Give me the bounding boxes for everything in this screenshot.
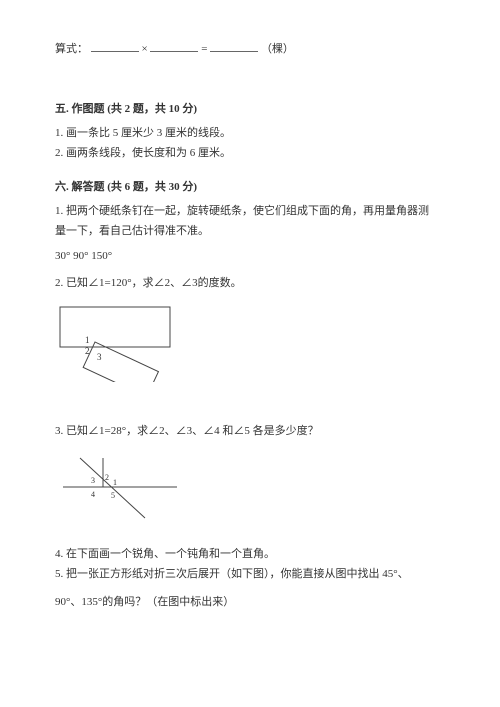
svg-text:1: 1 (85, 335, 90, 345)
equals-sign: = (201, 43, 207, 55)
blank-field (210, 40, 258, 52)
section-6-heading: 六. 解答题 (共 6 题，共 30 分) (55, 178, 445, 194)
section6-q3: 3. 已知∠1=28°，求∠2、∠3、∠4 和∠5 各是多少度？ (55, 422, 445, 438)
equation-unit: （棵） (261, 43, 294, 55)
svg-text:2: 2 (105, 473, 109, 482)
svg-text:5: 5 (111, 491, 115, 500)
svg-text:3: 3 (91, 476, 95, 485)
equation-line: 算式： × = （棵） (55, 40, 445, 56)
svg-text:3: 3 (97, 352, 102, 362)
svg-text:2: 2 (85, 346, 90, 356)
mult-sign: × (142, 43, 148, 55)
section6-q1a: 1. 把两个硬纸条钉在一起，旋转硬纸条，使它们组成下面的角，再用量角器测 (55, 202, 445, 218)
blank-field (91, 40, 139, 52)
section6-q4: 4. 在下面画一个锐角、一个钝角和一个直角。 (55, 545, 445, 561)
section6-q2: 2. 已知∠1=120°，求∠2、∠3的度数。 (55, 274, 445, 290)
blank-field (150, 40, 198, 52)
section6-q5a: 5. 把一张正方形纸对折三次后展开（如下图），你能直接从图中找出 45°、 (55, 565, 445, 581)
section6-q1-angles: 30° 90° 150° (55, 250, 445, 262)
section5-q2: 2. 画两条线段，使长度和为 6 厘米。 (55, 144, 445, 160)
section-5-heading: 五. 作图题 (共 2 题，共 10 分) (55, 100, 445, 116)
figure-overlapping-rectangles: 1 2 3 (55, 302, 185, 382)
figure-intersecting-lines: 1 2 3 4 5 (55, 450, 185, 525)
section6-q1b: 量一下，看自己估计得准不准。 (55, 222, 445, 238)
section6-q5b: 90°、135°的角吗？（在图中标出来） (55, 593, 445, 609)
svg-text:1: 1 (113, 478, 117, 487)
equation-label: 算式： (55, 43, 88, 55)
section5-q1: 1. 画一条比 5 厘米少 3 厘米的线段。 (55, 124, 445, 140)
svg-text:4: 4 (91, 490, 95, 499)
